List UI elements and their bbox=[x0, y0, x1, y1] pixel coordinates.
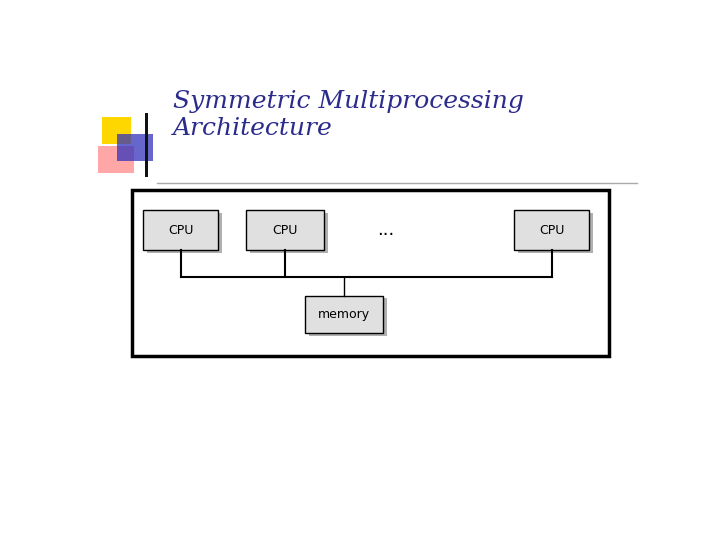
Bar bbox=[309, 299, 387, 336]
Text: memory: memory bbox=[318, 308, 370, 321]
Bar bbox=[102, 117, 131, 144]
Text: CPU: CPU bbox=[539, 224, 564, 237]
Bar bbox=[132, 190, 609, 356]
Bar bbox=[147, 213, 222, 253]
Text: Symmetric Multiprocessing
Architecture: Symmetric Multiprocessing Architecture bbox=[173, 90, 523, 140]
Bar bbox=[117, 134, 153, 161]
Bar bbox=[143, 210, 218, 250]
Bar bbox=[98, 146, 134, 173]
Text: CPU: CPU bbox=[273, 224, 298, 237]
Text: CPU: CPU bbox=[168, 224, 194, 237]
Bar bbox=[246, 210, 324, 250]
Bar bbox=[514, 210, 590, 250]
Bar bbox=[518, 213, 593, 253]
Bar bbox=[145, 113, 148, 177]
Text: ...: ... bbox=[377, 221, 395, 239]
Bar bbox=[250, 213, 328, 253]
Bar bbox=[305, 295, 383, 333]
